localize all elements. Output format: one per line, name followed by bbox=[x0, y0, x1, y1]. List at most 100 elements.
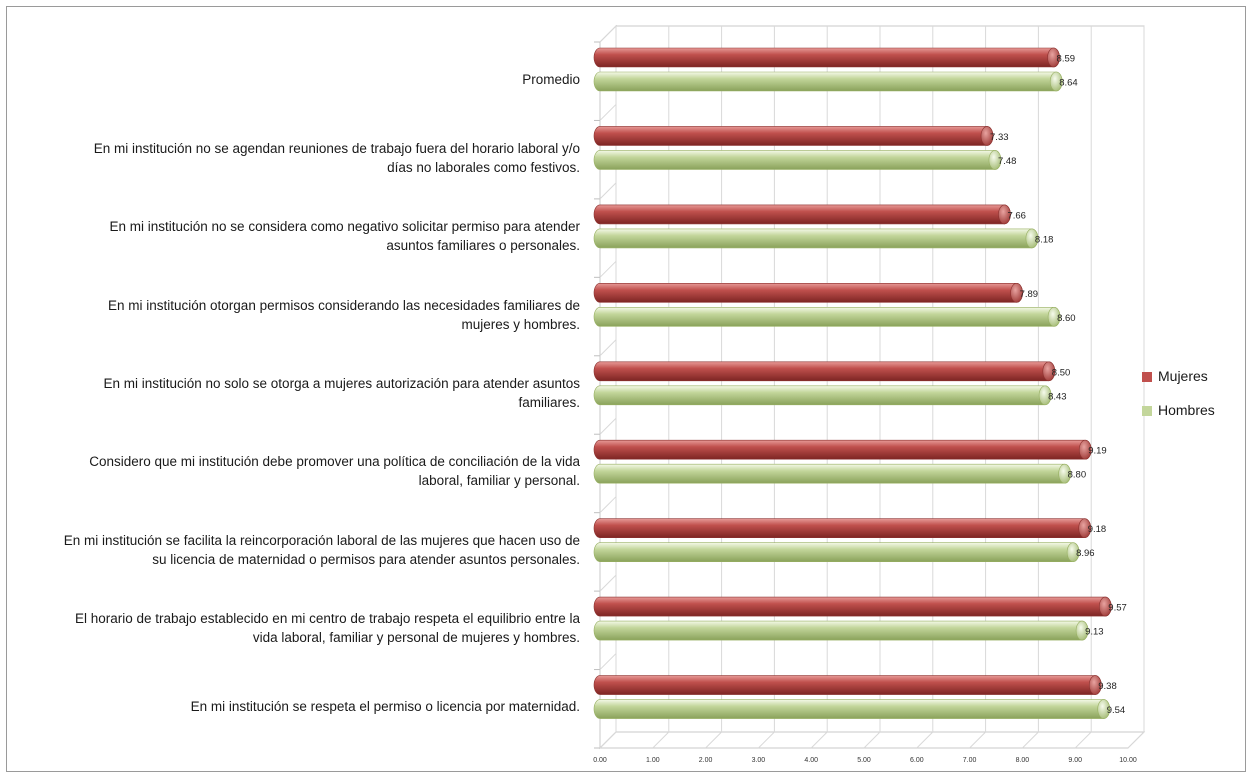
bar-mujeres bbox=[593, 596, 1112, 617]
data-label: 9.18 bbox=[1088, 524, 1107, 535]
bar-cap bbox=[980, 126, 994, 146]
category-gridline bbox=[599, 260, 617, 278]
category-label-line: En mi institución se facilita la reincor… bbox=[63, 532, 580, 548]
category-label-line: En mi institución otorgan permisos consi… bbox=[108, 297, 580, 313]
x-tick-label: 9.00 bbox=[1068, 757, 1082, 764]
bar-mujeres bbox=[593, 283, 1023, 303]
data-label: 8.96 bbox=[1076, 548, 1095, 559]
gridline-floor bbox=[863, 731, 881, 749]
bar-body bbox=[593, 150, 1002, 170]
bar-cap bbox=[1047, 47, 1060, 68]
category-gridline bbox=[599, 731, 617, 749]
category-gridline bbox=[599, 339, 617, 357]
data-label: 7.89 bbox=[1020, 289, 1039, 300]
gridline-floor bbox=[1074, 731, 1092, 749]
category-label-line: El horario de trabajo establecido en mi … bbox=[74, 611, 580, 627]
category-label: Promedio bbox=[0, 70, 580, 89]
data-label: 7.33 bbox=[990, 132, 1009, 143]
category-label: En mi institución no solo se otorga a mu… bbox=[0, 374, 580, 412]
data-label: 9.54 bbox=[1107, 705, 1126, 716]
bar-cap bbox=[1038, 385, 1052, 406]
data-label: 9.57 bbox=[1108, 603, 1127, 614]
data-label: 7.66 bbox=[1007, 210, 1026, 221]
bar-hombres bbox=[593, 385, 1052, 406]
bar-body bbox=[593, 463, 1071, 484]
x-tick-label: 8.00 bbox=[1016, 757, 1030, 764]
category-label-line: En mi institución no solo se otorga a mu… bbox=[103, 376, 580, 391]
category-gridline bbox=[599, 574, 617, 592]
category-label-line: En mi institución se respeta el permiso … bbox=[190, 699, 580, 715]
bar-hombres bbox=[593, 228, 1039, 249]
bar-hombres bbox=[593, 699, 1111, 719]
bar-cap bbox=[988, 150, 1002, 170]
x-tick-label: 3.00 bbox=[752, 757, 766, 764]
bar-cap bbox=[1066, 542, 1080, 562]
category-label: En mi institución no se considera como n… bbox=[0, 217, 581, 255]
bar-mujeres bbox=[593, 675, 1102, 695]
bar-cap bbox=[1025, 228, 1039, 249]
bar-mujeres bbox=[593, 204, 1011, 225]
data-label: 9.13 bbox=[1085, 627, 1104, 638]
bar-cap bbox=[1098, 596, 1112, 617]
x-tick-label: 10.00 bbox=[1119, 757, 1137, 764]
bar-body bbox=[593, 699, 1111, 719]
x-tick-label: 1.00 bbox=[646, 757, 660, 764]
bar-body bbox=[593, 518, 1091, 538]
legend-swatch bbox=[1142, 406, 1152, 416]
bar-body bbox=[593, 675, 1102, 695]
bar-body bbox=[593, 439, 1092, 460]
bar-hombres bbox=[593, 71, 1063, 92]
category-label: Considero que mi institución debe promov… bbox=[0, 452, 580, 490]
data-label: 8.80 bbox=[1068, 470, 1087, 481]
category-label-line: laboral, familiar y personal. bbox=[418, 473, 580, 489]
legend-item-hombres: Hombres bbox=[1142, 402, 1215, 418]
bar-cap bbox=[1088, 675, 1102, 695]
bar-body bbox=[593, 47, 1060, 68]
x-tick-label: 2.00 bbox=[699, 757, 713, 764]
bar-hombres bbox=[593, 150, 1002, 170]
x-tick-label: 6.00 bbox=[910, 757, 924, 764]
legend-label: Hombres bbox=[1158, 402, 1215, 418]
category-label-line: Considero que mi institución debe promov… bbox=[89, 454, 580, 470]
x-tick-label: 4.00 bbox=[804, 757, 818, 764]
category-label-line: vida laboral, familiar y personal de muj… bbox=[252, 630, 580, 646]
x-tick-label: 7.00 bbox=[963, 757, 977, 764]
category-label-line: su licencia de maternidad o permisos par… bbox=[152, 551, 580, 567]
category-gridline bbox=[599, 104, 617, 121]
x-tick-label: 5.00 bbox=[857, 757, 871, 764]
gridline-floor bbox=[1022, 731, 1039, 749]
category-label: El horario de trabajo establecido en mi … bbox=[0, 609, 580, 647]
bar-cap bbox=[1097, 699, 1111, 719]
category-gridline bbox=[599, 417, 617, 435]
category-gridline bbox=[599, 25, 617, 43]
bar-cap bbox=[1047, 307, 1061, 327]
bar-cap bbox=[1078, 439, 1092, 460]
category-label-line: familiares. bbox=[518, 395, 580, 410]
bar-body bbox=[593, 620, 1089, 641]
gridline-floor bbox=[1127, 731, 1145, 749]
category-gridline bbox=[599, 653, 617, 670]
data-label: 8.18 bbox=[1035, 234, 1054, 245]
bar-body bbox=[593, 126, 994, 146]
category-gridline bbox=[599, 496, 617, 514]
bar-cap bbox=[1058, 463, 1071, 484]
bar-mujeres bbox=[593, 361, 1056, 382]
bar-body bbox=[593, 385, 1052, 406]
legend-item-mujeres: Mujeres bbox=[1142, 368, 1208, 384]
bar-mujeres bbox=[593, 47, 1060, 68]
legend-label: Mujeres bbox=[1158, 368, 1208, 384]
bar-hombres bbox=[593, 620, 1089, 641]
bar-hombres bbox=[593, 542, 1080, 562]
category-label: En mi institución no se agendan reunione… bbox=[0, 139, 580, 177]
bar-body bbox=[593, 71, 1063, 92]
bar-body bbox=[593, 204, 1011, 225]
data-label: 8.59 bbox=[1057, 54, 1076, 65]
category-label-line: Promedio bbox=[522, 71, 580, 87]
bar-body bbox=[593, 361, 1056, 382]
category-label: En mi institución se facilita la reincor… bbox=[0, 531, 580, 569]
gridline-floor bbox=[705, 731, 722, 749]
data-label: 9.38 bbox=[1098, 681, 1117, 692]
bar-hombres bbox=[593, 307, 1061, 327]
data-label: 8.43 bbox=[1048, 391, 1067, 402]
data-label: 7.48 bbox=[998, 156, 1017, 167]
